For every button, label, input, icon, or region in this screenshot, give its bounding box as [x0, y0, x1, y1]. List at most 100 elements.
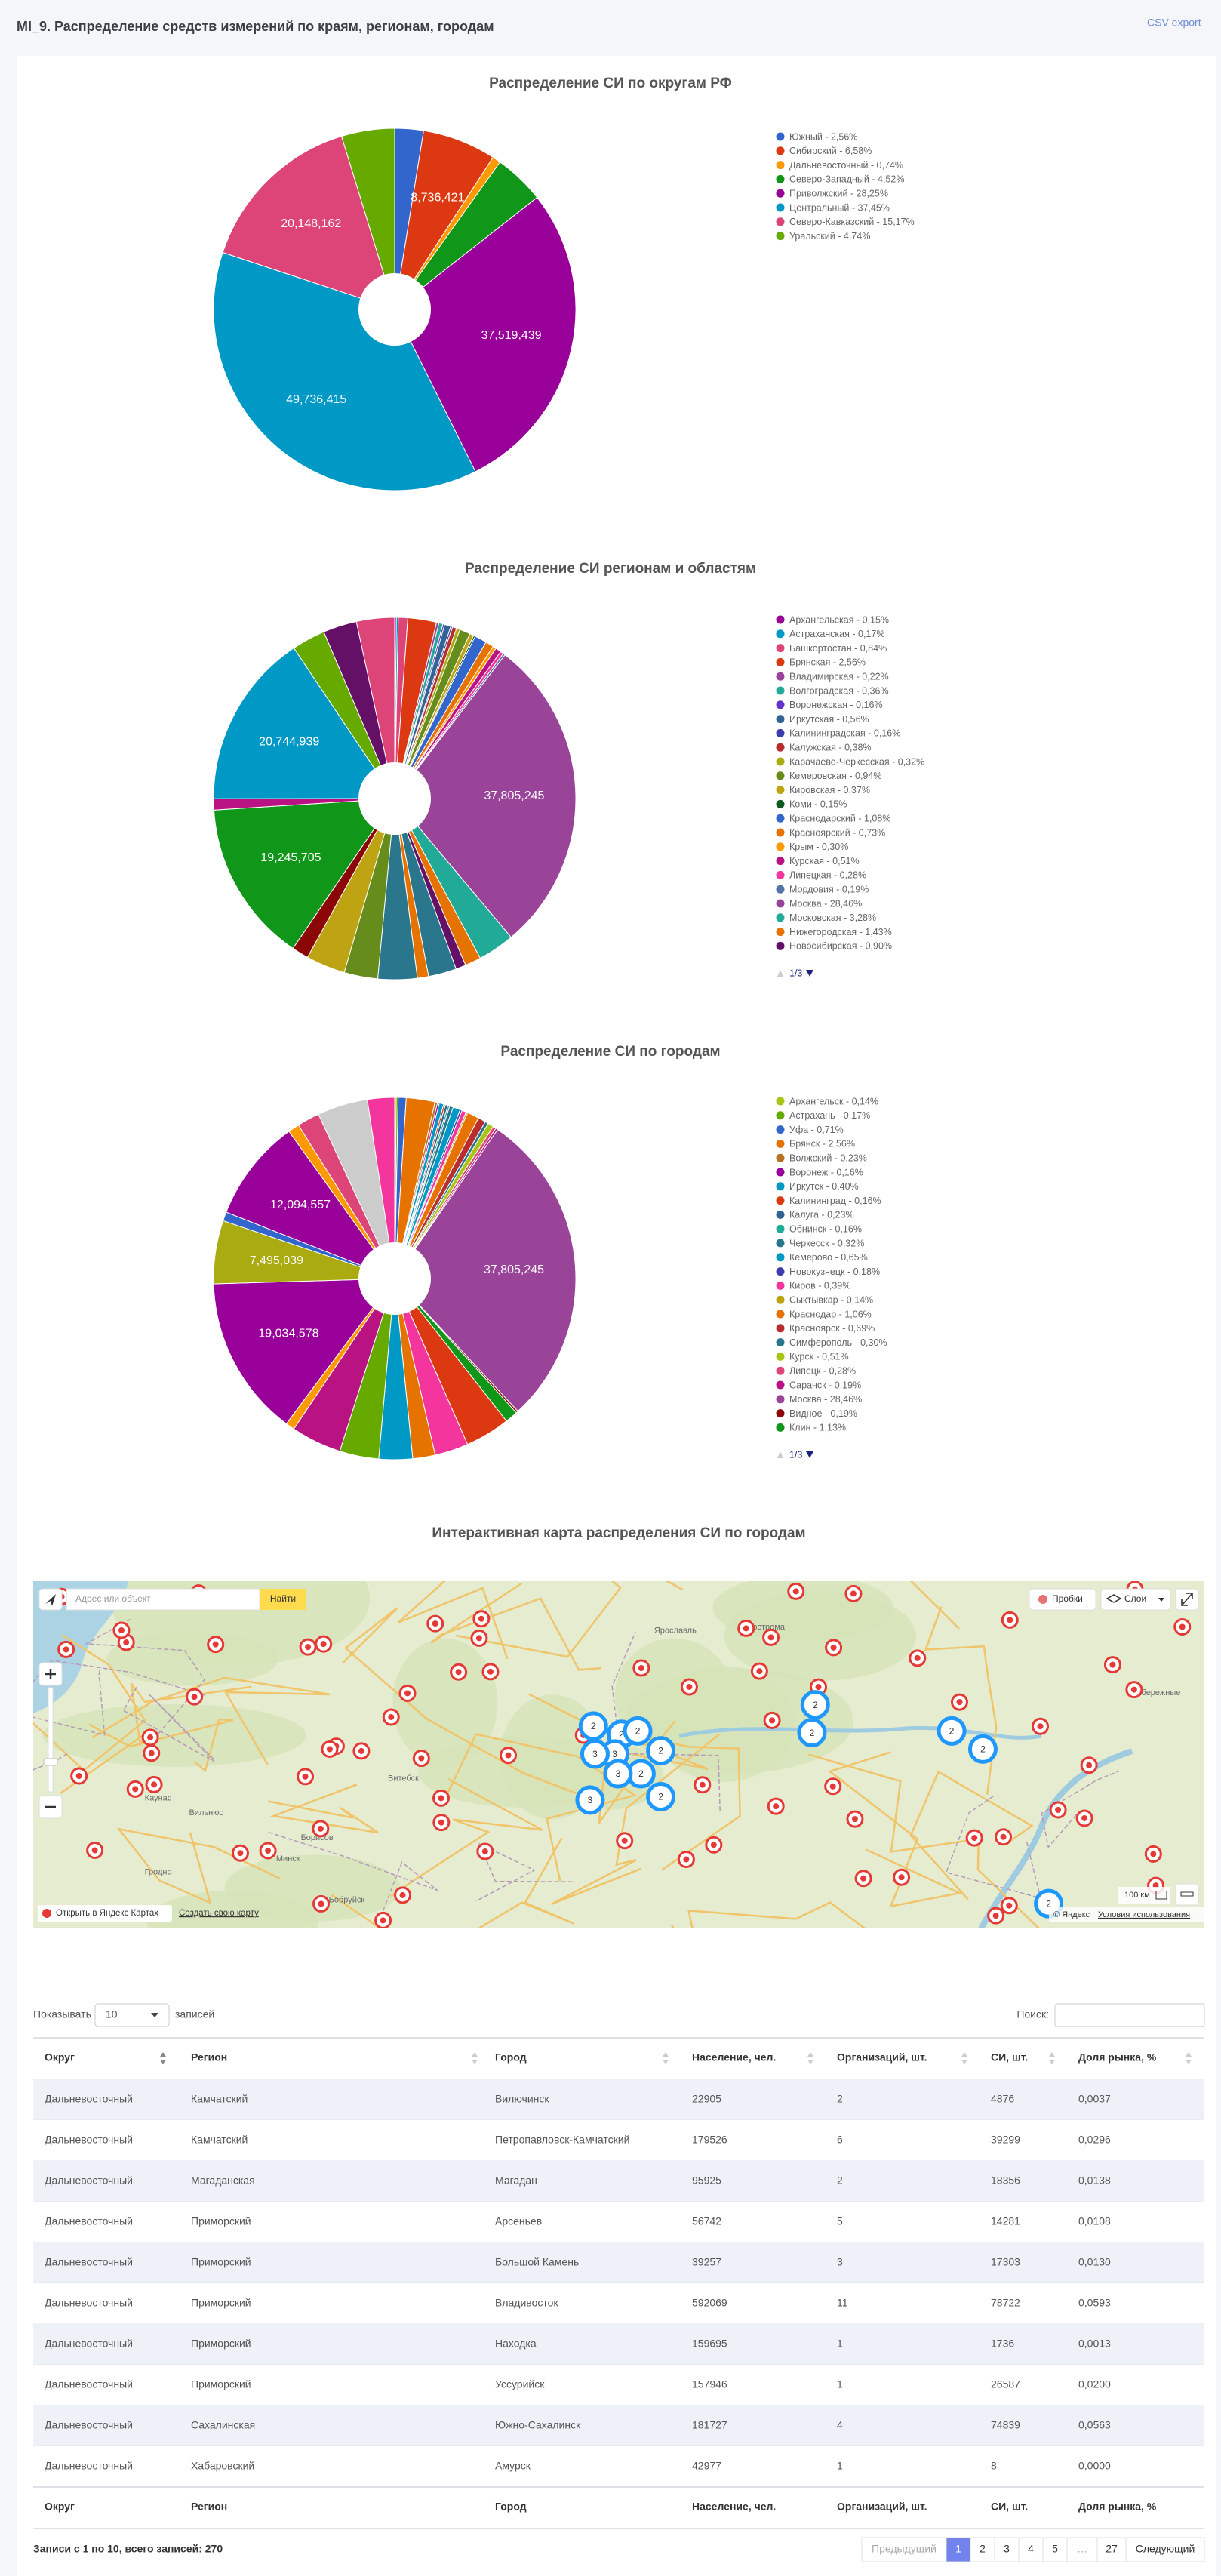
sort-icon: [663, 2052, 669, 2064]
legend-swatch: [776, 870, 785, 879]
cluster-count: 2: [949, 1726, 955, 1737]
legend-swatch: [776, 786, 785, 795]
pie-slice: [394, 654, 577, 938]
map-marker-dot: [1109, 1661, 1116, 1668]
map-marker-dot: [1086, 1762, 1093, 1768]
cluster[interactable]: [578, 1711, 608, 1741]
legend-prev[interactable]: [777, 970, 783, 977]
map-marker-dot: [830, 1644, 837, 1651]
traffic-button[interactable]: [1029, 1588, 1096, 1611]
table-cell: 1736: [991, 2337, 1014, 2350]
legend-entry: Саранск - 0,19%: [789, 1380, 861, 1390]
cluster[interactable]: [603, 1759, 633, 1789]
table-cell: Петропавловск-Камчатский: [495, 2134, 629, 2146]
zoom-thumb[interactable]: [43, 1758, 58, 1766]
legend-prev[interactable]: [777, 1451, 783, 1458]
select-caret: [151, 2013, 158, 2017]
legend-entry: Курск - 0,51%: [789, 1352, 849, 1362]
page-button[interactable]: [1018, 2537, 1044, 2562]
table-cell: Находка: [495, 2337, 537, 2350]
search-input[interactable]: [66, 1588, 260, 1611]
map-marker-dot: [1081, 1814, 1088, 1821]
table-cell: Дальневосточный: [45, 2337, 133, 2350]
legend-next[interactable]: [806, 1451, 813, 1458]
table-row: [33, 2405, 1204, 2446]
table-cell: 39299: [991, 2134, 1020, 2146]
legend-swatch: [776, 928, 785, 937]
column-header[interactable]: Город: [495, 2051, 527, 2064]
legend-swatch: [776, 700, 785, 709]
table-cell: Дальневосточный: [45, 2378, 133, 2390]
column-header[interactable]: Регион: [191, 2051, 227, 2064]
create-link[interactable]: Создать свою карту: [179, 1909, 259, 1918]
table-cell: 8: [991, 2460, 997, 2472]
map-marker-dot: [302, 1773, 309, 1780]
ruler-button[interactable]: [1175, 1883, 1199, 1906]
forest: [224, 1854, 401, 1922]
cluster[interactable]: [580, 1739, 610, 1769]
column-header[interactable]: Округ: [45, 2051, 75, 2064]
layers-button[interactable]: [1100, 1588, 1171, 1611]
column-header[interactable]: Организаций, шт.: [837, 2051, 927, 2064]
pie-hole: [358, 1242, 431, 1315]
column-header[interactable]: СИ, шт.: [991, 2051, 1028, 2064]
column-header[interactable]: Доля рынка, %: [1078, 2051, 1157, 2064]
page-button[interactable]: [1096, 2537, 1127, 2562]
cluster[interactable]: [937, 1716, 967, 1746]
cluster[interactable]: [646, 1782, 676, 1812]
table-cell: Камчатский: [191, 2093, 248, 2105]
page-button[interactable]: [1125, 2537, 1205, 2562]
cluster[interactable]: [797, 1718, 827, 1748]
slice-label: 20,148,162: [281, 217, 341, 230]
legend-swatch: [776, 799, 785, 808]
table-info: Записи с 1 по 10, всего записей: 270: [33, 2543, 223, 2555]
legend-entry: Липецк - 0,28%: [789, 1365, 856, 1376]
legend-entry: Астраханская - 0,17%: [789, 629, 884, 639]
cluster[interactable]: [800, 1690, 830, 1720]
sort-icon: [807, 2052, 813, 2064]
legend-swatch: [776, 672, 785, 681]
terms[interactable]: Условия использования: [1098, 1910, 1190, 1919]
map-marker-dot: [756, 1668, 763, 1675]
table-cell: Приморский: [191, 2297, 251, 2309]
page-button[interactable]: [946, 2537, 971, 2562]
cluster[interactable]: [623, 1716, 653, 1746]
road: [91, 1676, 331, 1765]
zoom-slider: [48, 1687, 54, 1793]
attribution-box: [1049, 1907, 1204, 1922]
legend-entry: Кемерово - 0,65%: [789, 1252, 868, 1263]
traffic-icon: [1038, 1595, 1047, 1604]
legend-next[interactable]: [806, 970, 813, 977]
map-marker-dot: [148, 1750, 155, 1756]
page-label: 1: [955, 2543, 961, 2555]
map-marker-dot: [1179, 1623, 1186, 1630]
table-row: [33, 2324, 1204, 2365]
length-select[interactable]: [94, 2003, 170, 2027]
cluster[interactable]: [575, 1785, 605, 1815]
border: [1041, 1770, 1120, 1848]
search-box[interactable]: [1054, 2003, 1205, 2027]
cluster-count: 3: [616, 1768, 621, 1779]
map-marker-dot: [91, 1847, 98, 1854]
page-button[interactable]: [970, 2537, 995, 2562]
search-button[interactable]: [260, 1589, 306, 1610]
cluster[interactable]: [967, 1734, 998, 1764]
cluster[interactable]: [646, 1736, 676, 1766]
legend-entry: Клин - 1,13%: [789, 1423, 846, 1433]
page-button[interactable]: [994, 2537, 1020, 2562]
map-marker-dot: [1007, 1617, 1013, 1623]
csv-export[interactable]: CSV export: [1147, 17, 1201, 29]
place-label: Бобруйск: [329, 1896, 365, 1905]
map-marker-dot: [505, 1752, 512, 1759]
table-cell: Приморский: [191, 2256, 251, 2268]
column-header[interactable]: Население, чел.: [692, 2051, 776, 2064]
legend-swatch: [776, 657, 785, 666]
forest: [106, 1632, 279, 1686]
legend-entry: Новокузнецк - 0,18%: [789, 1266, 880, 1277]
open-link-box[interactable]: [38, 1905, 172, 1922]
legend-swatch: [776, 203, 785, 212]
border: [33, 1659, 206, 1697]
layers-icon: [1106, 1594, 1122, 1603]
legend-swatch: [776, 1281, 785, 1290]
